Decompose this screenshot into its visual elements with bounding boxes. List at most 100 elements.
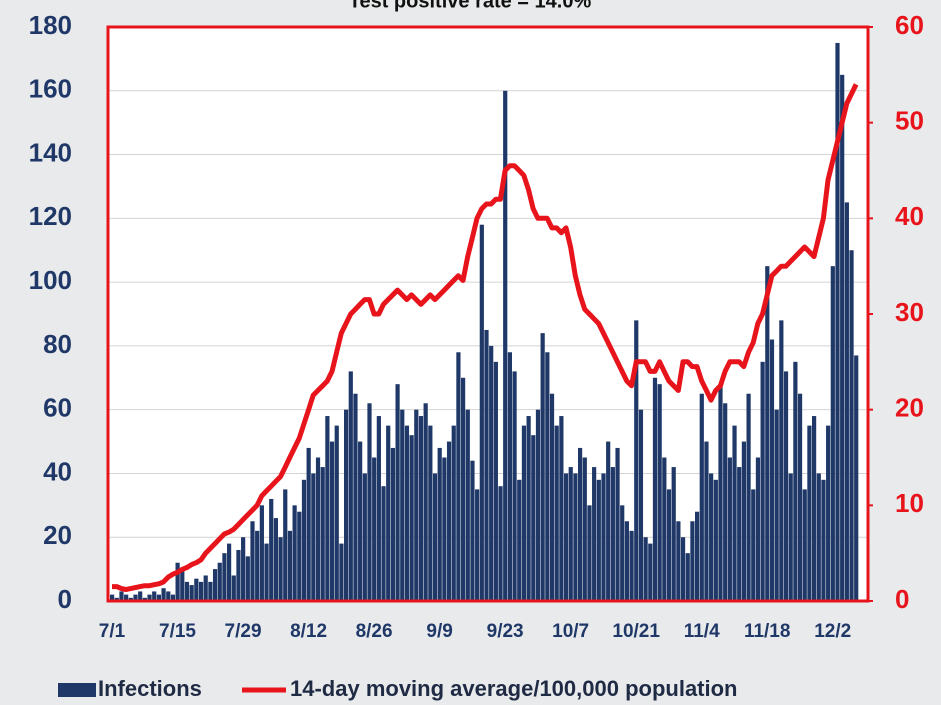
bar [432,473,438,601]
x-tick-label: 7/15 [159,621,196,642]
bar [746,393,751,601]
bar [826,425,831,601]
bar [353,393,358,601]
bar [578,447,583,601]
bar [362,473,367,601]
bar [638,409,644,601]
bar [465,409,470,601]
bar [152,591,157,601]
bar [222,553,227,601]
bar [695,511,700,601]
bar [751,489,756,601]
bar [329,441,335,601]
bar [409,435,414,601]
bar [718,384,723,601]
bar [606,441,611,601]
bar [526,416,531,601]
bar [559,416,564,601]
y-tick-label: 40 [43,456,72,486]
bar [259,505,264,601]
y2-tick-label: 0 [895,584,909,614]
chart-title: Test positive rate = 14.0% [349,0,592,12]
bar [437,447,442,601]
bar [142,597,147,601]
bar [531,435,536,601]
bar [367,403,372,601]
bar [217,562,222,601]
bar [245,556,250,601]
bar [840,74,845,602]
bar [255,530,260,601]
bar [624,521,629,601]
bar [676,521,681,601]
bar [484,329,489,601]
bar [615,447,620,601]
bar [358,441,363,601]
legend-swatch [58,683,96,697]
bar [470,460,475,601]
bar [493,361,498,601]
bar [741,441,746,601]
bar [208,581,213,601]
bar [400,409,405,601]
bar [844,202,849,601]
y-tick-label: 120 [29,201,72,231]
bar [797,393,803,601]
bar [793,361,798,601]
bar [404,425,410,601]
bar [475,489,480,601]
bar [498,486,503,601]
bar [713,479,718,601]
x-tick-label: 9/23 [487,621,524,642]
bar [554,425,559,601]
bar [568,467,573,601]
y-tick-label: 80 [43,329,72,359]
y2-tick-label: 60 [895,10,924,40]
bar [727,457,732,601]
bar [652,377,658,601]
x-tick-label: 9/9 [426,621,452,642]
bar [540,333,545,601]
bar [395,384,400,601]
bar [582,457,587,601]
x-tick-label: 10/21 [612,621,660,642]
bar [114,597,119,601]
y2-tick-label: 10 [895,488,924,518]
bar [779,320,784,601]
bar [287,530,293,601]
bar [512,371,517,601]
bar [334,425,339,601]
x-tick-label: 7/29 [225,621,262,642]
bar [629,530,634,601]
bar [161,588,166,601]
bar [227,543,232,601]
bar [128,597,133,601]
y-tick-label: 0 [58,584,72,614]
bar [273,518,278,601]
x-tick-label: 7/1 [99,621,126,642]
bar [545,352,550,601]
x-tick-label: 8/12 [290,621,327,642]
bar [428,425,433,601]
bar [737,467,742,601]
bar [535,409,541,601]
line [112,83,859,592]
bar [325,416,330,601]
y-tick-label: 60 [43,393,72,423]
x-tick-label: 10/7 [552,621,589,642]
bar [816,473,821,601]
bar [348,371,353,601]
bar [110,594,115,601]
bar [456,352,461,601]
bar [783,371,789,601]
bar [156,594,161,601]
bar [339,543,344,601]
bar [643,537,648,601]
bar [283,489,288,601]
bar [423,403,428,601]
legend-label: Infections [98,676,202,701]
bar [657,384,662,601]
bar [390,447,395,601]
bar [236,549,241,601]
bar [241,537,246,601]
